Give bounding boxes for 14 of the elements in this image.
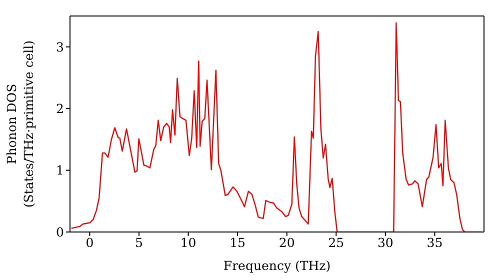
y-axis-title: Phonon DOS (States/THz·primitive cell): [4, 40, 36, 208]
x-tick-label: 30: [377, 234, 394, 250]
x-tick-label: 20: [278, 234, 295, 250]
y-tick-label: 0: [56, 224, 64, 240]
x-tick-label: 5: [135, 234, 143, 250]
x-tick-label: 15: [230, 234, 246, 250]
x-tick-label: 10: [180, 234, 196, 250]
y-tick-label: 3: [56, 39, 64, 54]
y-tick-label: 2: [56, 101, 64, 116]
x-tick-label: 35: [426, 234, 443, 250]
x-tick-label: 25: [328, 234, 344, 250]
x-tick-label: 0: [86, 234, 94, 250]
y-tick-label: 1: [56, 162, 64, 178]
x-axis-title: Frequency (THz): [223, 258, 331, 273]
